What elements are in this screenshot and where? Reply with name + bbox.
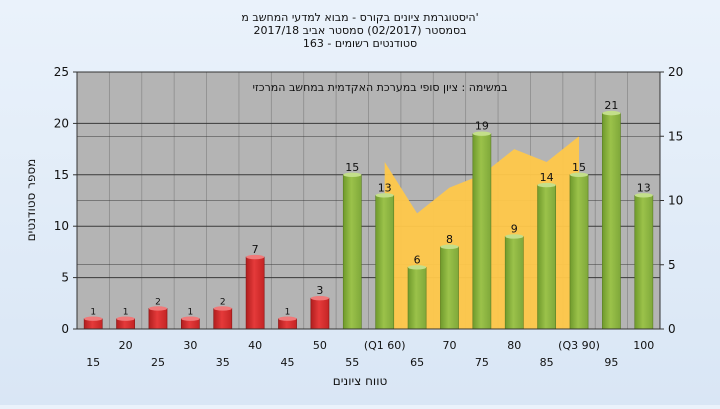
bar-top (537, 182, 556, 188)
y-axis-label: מספר סטודנטים (24, 159, 38, 242)
bar-top (116, 316, 135, 321)
x-tick-label: (Q3 90) (558, 339, 600, 352)
bar (148, 308, 168, 330)
bar-top (440, 244, 459, 249)
bar-top (602, 110, 621, 116)
y2-tick-label: 20 (668, 65, 683, 79)
bar (440, 246, 459, 330)
bar-value-label: 3 (316, 284, 323, 297)
bar-value-label: 1 (187, 308, 193, 318)
bar-value-label: 21 (604, 99, 618, 112)
bar-value-label: 14 (540, 171, 554, 184)
y-tick-label: 10 (54, 219, 69, 233)
bar (472, 133, 492, 330)
bar-value-label: 1 (123, 308, 129, 318)
bar-value-label: 1 (90, 308, 96, 318)
bar-value-label: 9 (511, 222, 518, 235)
bar-top (505, 234, 524, 239)
chart-title-line-3: 163 - סטודנטים רשומים (303, 37, 417, 50)
x-tick-label: 65 (410, 356, 424, 369)
y-tick-label: 15 (54, 168, 69, 182)
y-tick-label: 20 (54, 116, 69, 130)
bar-top (408, 265, 427, 270)
bar (342, 174, 362, 330)
bar (213, 308, 233, 330)
bar (602, 112, 621, 330)
x-tick-label: 75 (475, 356, 489, 369)
bar-top (246, 254, 265, 260)
bar-top (310, 295, 329, 301)
bar-top (634, 193, 653, 198)
bar (634, 195, 654, 330)
x-tick-label: 20 (119, 339, 133, 352)
bar-value-label: 15 (572, 161, 586, 174)
bar (310, 297, 330, 330)
bar-top (472, 131, 491, 136)
bar-top (213, 306, 232, 311)
bar-value-label: 19 (475, 120, 489, 133)
bar (569, 174, 589, 330)
y-tick-label: 25 (54, 65, 69, 79)
x-tick-label: 100 (633, 339, 654, 352)
legend-text: במשימה : ציון סופי במערכת האקדמית במחשב … (253, 81, 508, 94)
bar-value-label: 1 (285, 308, 291, 318)
bar-top (375, 193, 394, 198)
y2-tick-label: 5 (668, 258, 676, 272)
bar-top (569, 172, 589, 177)
x-tick-label: 35 (216, 356, 230, 369)
x-tick-label: 55 (345, 356, 359, 369)
y-tick-label: 0 (61, 322, 69, 336)
chart-title-line-2: בסמסטר (02/2017) סמסטר אביב 2017/18 (253, 24, 466, 37)
bar-top (343, 172, 362, 177)
x-tick-label: 70 (442, 339, 456, 352)
bar-top (84, 316, 103, 321)
bar-top (278, 316, 297, 321)
chart-title-line-1: היסטוגרמת ציונים בקורס - מבוא למדעי המחש… (241, 11, 478, 24)
x-tick-label: 50 (313, 339, 327, 352)
y2-tick-label: 15 (668, 129, 683, 143)
bar-value-label: 8 (446, 233, 453, 246)
bar-value-label: 2 (220, 297, 226, 307)
bar (537, 184, 557, 330)
bar-top (148, 306, 168, 311)
bar-value-label: 7 (252, 243, 259, 256)
bar (407, 267, 427, 330)
bar-value-label: 13 (378, 181, 392, 194)
bar (375, 195, 395, 330)
x-tick-label: 30 (183, 339, 197, 352)
bar-value-label: 2 (155, 297, 161, 307)
x-tick-label: 85 (540, 356, 554, 369)
x-tick-label: 40 (248, 339, 262, 352)
bar-top (181, 316, 200, 321)
x-axis-label: טווח ציונים (333, 374, 388, 388)
bar-value-label: 13 (637, 181, 651, 194)
y2-tick-label: 10 (668, 194, 683, 208)
bar-value-label: 6 (414, 253, 421, 266)
bar (504, 236, 524, 330)
y-tick-label: 5 (61, 271, 69, 285)
axes-layer: 0 5 10 15 20 25 0 5 10 15 20 15 20 25 30 35 40 45 50 55 (Q1 … (54, 65, 684, 369)
x-tick-label: 45 (281, 356, 295, 369)
y2-tick-label: 0 (668, 322, 676, 336)
bar (245, 256, 265, 330)
x-tick-label: 95 (604, 356, 618, 369)
bar-value-label: 15 (345, 161, 359, 174)
x-tick-label: 80 (507, 339, 521, 352)
x-tick-label: (Q1 60) (364, 339, 406, 352)
x-tick-label: 15 (86, 356, 100, 369)
x-tick-label: 25 (151, 356, 165, 369)
